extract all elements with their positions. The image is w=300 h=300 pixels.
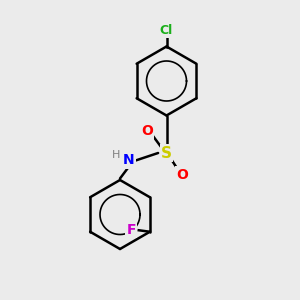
Text: F: F [127, 223, 136, 237]
Text: S: S [161, 146, 172, 160]
Text: N: N [123, 154, 135, 167]
Text: O: O [176, 168, 188, 182]
Text: Cl: Cl [160, 23, 173, 37]
Text: H: H [112, 150, 121, 160]
Text: O: O [141, 124, 153, 138]
